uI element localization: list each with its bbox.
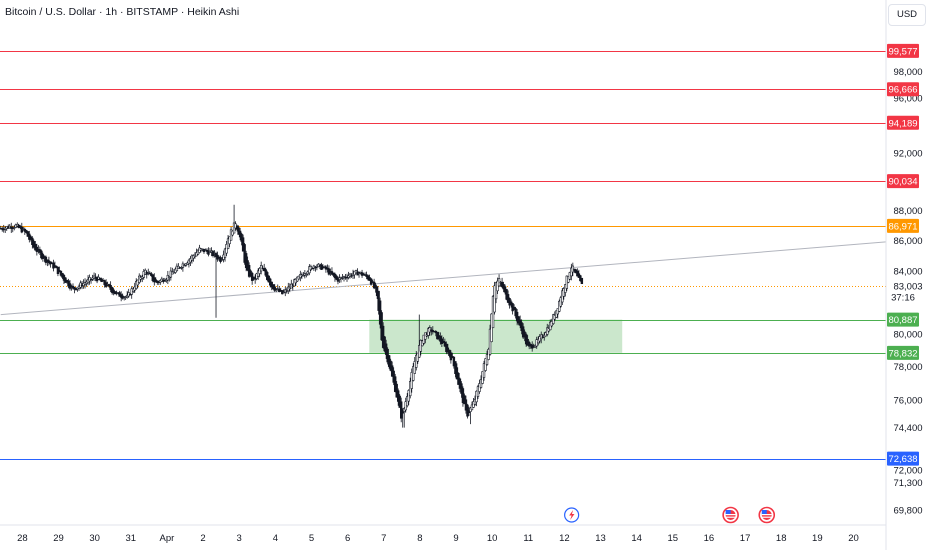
x-tick-label-13: 10 — [487, 533, 498, 544]
x-tick-label-21: 18 — [776, 533, 787, 544]
x-tick-label-3: 31 — [126, 533, 137, 544]
level-tag-2 — [887, 115, 919, 130]
x-tick-label-17: 14 — [631, 533, 642, 544]
flash-bolt-icon — [569, 510, 575, 520]
level-tag-3 — [887, 174, 919, 189]
x-tick-label-4: Apr — [160, 533, 175, 544]
level-tag-5 — [887, 312, 919, 327]
x-tick-label-1: 29 — [53, 533, 64, 544]
x-tick-label-6: 3 — [237, 533, 242, 544]
x-tick-label-12: 9 — [453, 533, 458, 544]
price-countdown: 37:16 — [891, 293, 915, 304]
candle-body-201 — [302, 274, 305, 277]
chart-title: Bitcoin / U.S. Dollar · 1h · BITSTAMP · … — [5, 6, 240, 18]
us-flag-stripe-b-1 — [725, 516, 736, 518]
level-tag-label-0: 99,577 — [888, 46, 917, 57]
x-tick-label-0: 28 — [17, 533, 28, 544]
y-tick-label-4: 86,000 — [893, 236, 922, 247]
candle-body-120 — [180, 267, 183, 269]
y-tick-label-2: 92,000 — [893, 149, 922, 160]
y-tick-label-9: 76,000 — [893, 396, 922, 407]
y-tick-label-0: 98,000 — [893, 67, 922, 78]
level-tag-7 — [887, 451, 919, 466]
us-flag-stripe-a-1 — [725, 514, 736, 516]
currency-selector[interactable]: USD — [888, 4, 926, 26]
x-tick-label-11: 8 — [417, 533, 422, 544]
us-flag-canton-1 — [725, 510, 731, 514]
level-tag-1 — [887, 82, 919, 97]
candle-body-109 — [163, 280, 167, 282]
x-tick-label-19: 16 — [704, 533, 715, 544]
candle-body-386 — [580, 277, 584, 285]
level-tag-label-3: 90,034 — [888, 177, 917, 188]
level-tag-label-1: 96,666 — [888, 85, 917, 96]
candle-body-60 — [89, 278, 93, 281]
y-tick-label-11: 72,000 — [893, 465, 922, 476]
x-tick-label-20: 17 — [740, 533, 751, 544]
candle-body-360 — [541, 336, 544, 338]
x-tick-label-9: 6 — [345, 533, 350, 544]
level-tag-label-4: 86,971 — [888, 221, 917, 232]
us-flag-stripe-a-2 — [761, 514, 772, 516]
x-tick-label-23: 20 — [848, 533, 859, 544]
x-tick-label-16: 13 — [595, 533, 606, 544]
support-zone — [369, 319, 623, 353]
y-tick-label-12: 71,300 — [893, 478, 922, 489]
y-tick-label-7: 80,000 — [893, 329, 922, 340]
level-tag-4 — [887, 218, 919, 233]
x-tick-label-10: 7 — [381, 533, 386, 544]
x-tick-label-5: 2 — [200, 533, 205, 544]
y-tick-label-3: 88,000 — [893, 206, 922, 217]
x-tick-label-22: 19 — [812, 533, 823, 544]
level-tag-label-7: 72,638 — [888, 454, 917, 465]
y-tick-label-10: 74,400 — [893, 423, 922, 434]
x-tick-label-8: 5 — [309, 533, 314, 544]
level-tag-label-5: 80,887 — [888, 315, 917, 326]
y-tick-label-8: 78,000 — [893, 362, 922, 373]
candle-body-188 — [282, 291, 285, 294]
level-tag-6 — [887, 345, 919, 360]
y-tick-label-5: 84,000 — [893, 266, 922, 277]
level-tag-0 — [887, 43, 919, 58]
trend-line — [0, 241, 887, 316]
y-tick-label-1: 96,000 — [893, 94, 922, 105]
y-tick-label-6: 83,003 — [893, 282, 922, 293]
x-tick-label-18: 15 — [668, 533, 679, 544]
x-tick-label-14: 11 — [523, 533, 533, 544]
us-flag-canton-2 — [761, 510, 767, 514]
y-tick-label-13: 69,800 — [893, 506, 922, 517]
level-tag-label-6: 78,832 — [888, 348, 917, 359]
x-tick-label-7: 4 — [273, 533, 278, 544]
level-tag-label-2: 94,189 — [888, 118, 917, 129]
us-flag-stripe-b-2 — [761, 516, 772, 518]
x-tick-label-15: 12 — [559, 533, 570, 544]
x-tick-label-2: 30 — [89, 533, 100, 544]
